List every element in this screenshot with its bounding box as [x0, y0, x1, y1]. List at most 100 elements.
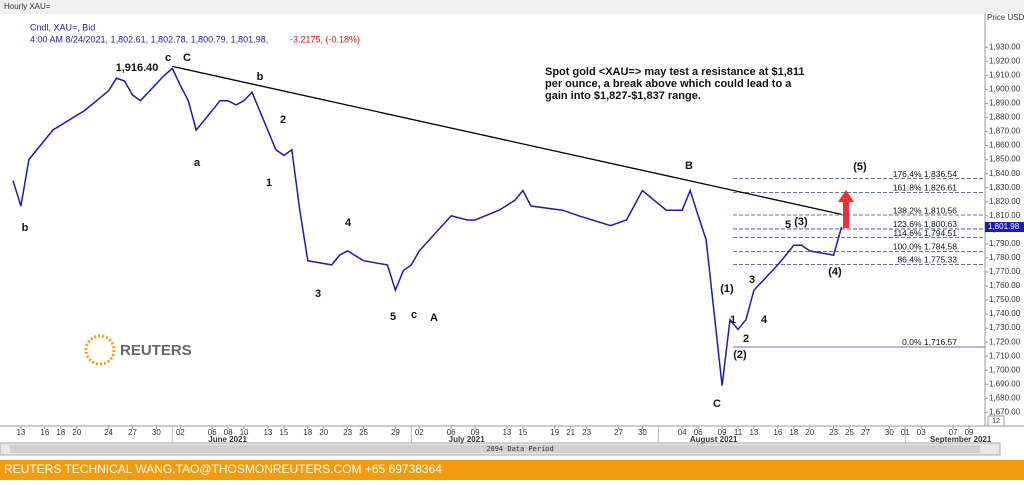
wave-label: (3) — [794, 216, 808, 228]
x-tick-label: 18 — [303, 428, 312, 437]
fib-label: 86.4% 1,775.33 — [897, 255, 957, 265]
y-tick-label: 1,780.00 — [989, 253, 1021, 262]
note-box: Spot gold <XAU=> may test a resistance a… — [545, 66, 805, 102]
wave-label: C — [183, 52, 191, 64]
y-tick-label: 1,750.00 — [989, 295, 1021, 304]
fib-label: 0.0% 1,716.57 — [902, 337, 957, 347]
y-tick-label: 1,680.00 — [989, 393, 1021, 402]
y-tick-label: 1,850.00 — [989, 155, 1021, 164]
fib-label: 114.6% 1,794.51 — [893, 228, 957, 238]
wave-label: b — [22, 222, 29, 234]
x-tick-label: 25 — [359, 428, 368, 437]
x-tick-label: 23 — [582, 428, 591, 437]
arrow — [838, 190, 854, 228]
fib-label: 100.0% 1,784.58 — [893, 242, 958, 252]
trendline — [172, 65, 842, 216]
title-bar — [0, 0, 1024, 14]
y-tick-label: 1,860.00 — [989, 141, 1021, 150]
x-tick-label: 27 — [614, 428, 623, 437]
y-tick-label: 1,930.00 — [989, 42, 1021, 51]
fib-label: 123.6% 1,800.63 — [893, 219, 958, 229]
x-tick-label: 23 — [343, 428, 352, 437]
x-tick-label: 19 — [550, 428, 559, 437]
wave-label: c — [165, 52, 171, 64]
x-tick-label: 04 — [678, 428, 687, 437]
y-tick-label: 1,720.00 — [989, 337, 1021, 346]
wave-label: 2 — [280, 114, 286, 126]
x-tick-label: 15 — [279, 428, 288, 437]
x-tick-label: 25 — [845, 428, 854, 437]
footer: REUTERS TECHNICAL WANG.TAO@THOSMONREUTER… — [4, 462, 442, 476]
last-price-label: 1,801.98 — [988, 222, 1020, 231]
x-tick-label: 08 — [224, 428, 233, 437]
x-tick-label: 07 — [949, 428, 958, 437]
x-tick-label: 10 — [240, 428, 249, 437]
y-tick-label: 1,900.00 — [989, 85, 1021, 94]
wave-label: a — [194, 157, 201, 169]
x-tick-label: 30 — [152, 428, 161, 437]
window-title: Hourly XAU= — [4, 2, 51, 11]
y-tick-label: 1,870.00 — [989, 127, 1021, 136]
scroll-label: 2094 Data Period — [486, 445, 553, 453]
zoom-label: 12 — [992, 418, 1000, 425]
wave-label: B — [685, 160, 693, 172]
y-tick-label: 1,770.00 — [989, 267, 1021, 276]
x-tick-label: 13 — [263, 428, 272, 437]
zoom-box[interactable] — [987, 415, 1005, 427]
wave-label: C — [713, 398, 721, 410]
wave-label: (5) — [853, 161, 867, 173]
y-tick-label: 1,830.00 — [989, 183, 1021, 192]
x-tick-label: 06 — [208, 428, 217, 437]
x-tick-label: 30 — [638, 428, 647, 437]
y-tick-label: 1,880.00 — [989, 113, 1021, 122]
wave-label: (2) — [733, 349, 747, 361]
x-tick-label: 30 — [885, 428, 894, 437]
wave-label: 2 — [743, 333, 749, 345]
y-tick-label: 1,730.00 — [989, 323, 1021, 332]
legend-line: Cndl, XAU=, Bid — [30, 22, 95, 32]
wave-label: 4 — [761, 314, 768, 326]
x-tick-label: 21 — [566, 428, 575, 437]
y-tick-label: 1,670.00 — [989, 407, 1021, 416]
month-label: June 2021 — [208, 435, 247, 444]
x-tick-label: 13 — [749, 428, 758, 437]
month-label: July 2021 — [449, 435, 486, 444]
logo-text: REUTERS — [120, 342, 192, 359]
month-label: September 2021 — [930, 435, 992, 444]
y-tick-label: 1,890.00 — [989, 99, 1021, 108]
x-tick-label: 24 — [104, 428, 113, 437]
last-price-box — [985, 222, 1024, 233]
wave-label: 4 — [345, 217, 352, 229]
wave-label: 1 — [730, 314, 736, 326]
x-tick-label: 18 — [789, 428, 798, 437]
y-tick-label: 1,910.00 — [989, 70, 1021, 79]
price-line — [12, 67, 843, 386]
x-tick-label: 20 — [805, 428, 814, 437]
legend-quote: 4:00 AM 8/24/2021, 1,802.61, 1,802.78, 1… — [30, 34, 268, 44]
x-tick-label: 13 — [502, 428, 511, 437]
wave-label: 3 — [749, 274, 755, 286]
logo-mark — [84, 334, 116, 366]
x-tick-label: 20 — [72, 428, 81, 437]
wave-label: c — [411, 309, 417, 321]
x-tick-label: 27 — [128, 428, 137, 437]
wave-label: A — [430, 312, 438, 324]
fib-label: 161.8% 1,826.61 — [893, 183, 958, 193]
y-tick-label: 1,790.00 — [989, 239, 1021, 248]
footer-bar — [0, 460, 1024, 480]
x-tick-label: 27 — [861, 428, 870, 437]
x-tick-label: 02 — [415, 428, 424, 437]
scroll-thumb[interactable] — [10, 445, 980, 453]
x-tick-label: 16 — [773, 428, 782, 437]
wave-label: 1 — [266, 177, 272, 189]
y-tick-label: 1,840.00 — [989, 169, 1021, 178]
month-label: August 2021 — [690, 435, 738, 444]
x-tick-label: 13 — [16, 428, 25, 437]
wave-label: (1) — [720, 283, 734, 295]
x-tick-label: 06 — [694, 428, 703, 437]
fib-label: 138.2% 1,810.56 — [893, 205, 958, 215]
y-tick-label: 1,820.00 — [989, 197, 1021, 206]
x-tick-label: 09 — [718, 428, 727, 437]
